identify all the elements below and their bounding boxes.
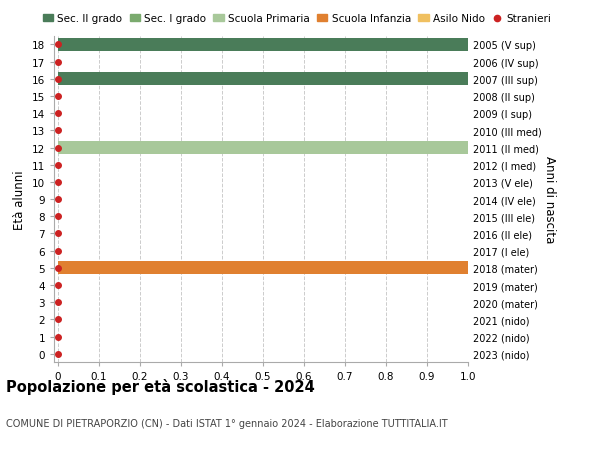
Text: Popolazione per età scolastica - 2024: Popolazione per età scolastica - 2024 — [6, 379, 315, 395]
Bar — [58, 142, 468, 155]
Bar — [58, 73, 468, 86]
Bar — [58, 39, 468, 52]
Y-axis label: Età alunni: Età alunni — [13, 170, 26, 230]
Y-axis label: Anni di nascita: Anni di nascita — [542, 156, 556, 243]
Legend: Sec. II grado, Sec. I grado, Scuola Primaria, Scuola Infanzia, Asilo Nido, Stran: Sec. II grado, Sec. I grado, Scuola Prim… — [38, 10, 556, 28]
Bar — [58, 262, 468, 274]
Text: COMUNE DI PIETRAPORZIO (CN) - Dati ISTAT 1° gennaio 2024 - Elaborazione TUTTITAL: COMUNE DI PIETRAPORZIO (CN) - Dati ISTAT… — [6, 418, 448, 428]
